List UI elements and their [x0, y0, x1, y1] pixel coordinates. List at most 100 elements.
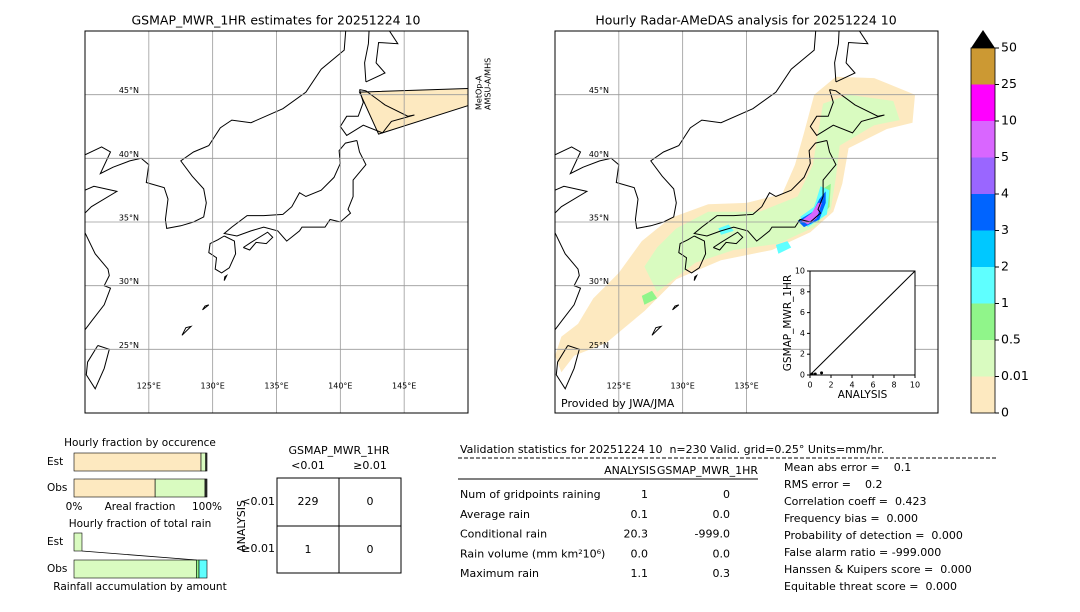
- colorbar-label: 1: [1001, 295, 1009, 310]
- score: Probability of detection = 0.000: [784, 529, 963, 542]
- lat-label: 25°N: [589, 341, 609, 350]
- bar-segment: [205, 452, 208, 472]
- coastline: [555, 185, 589, 331]
- stats-header: Validation statistics for 20251224 10 n=…: [460, 443, 884, 456]
- scatter-inset: 0 2 4 6 8 10 0 2 4 6 8 10 ANALYSIS GSMAP_MWR_1HR: [782, 267, 920, 402]
- rain-area: [641, 290, 658, 305]
- sensor-note: AMSU-A/MHS: [484, 58, 493, 110]
- x-tick-label: 100%: [192, 501, 222, 513]
- stat-value: 0.0: [631, 547, 649, 560]
- cell: 0: [367, 543, 374, 556]
- coastline: [85, 31, 347, 229]
- row-label: <0.01: [241, 495, 275, 508]
- coastline: [713, 231, 744, 251]
- colorbar: 0 0.01 0.5 1 2 3 4 5 10 25 50: [970, 30, 1029, 420]
- bar-segment: [73, 532, 83, 552]
- y-tick-label: 8: [800, 287, 805, 296]
- x-axis-label: ANALYSIS: [838, 389, 888, 401]
- colorbar-label: 2: [1001, 259, 1009, 274]
- y-tick-label: 10: [795, 267, 805, 276]
- scatter-point: [813, 372, 817, 376]
- map-title: GSMAP_MWR_1HR estimates for 20251224 10: [132, 13, 421, 28]
- y-axis-label: GSMAP_MWR_1HR: [782, 275, 794, 371]
- stat-value: 0.0: [713, 508, 731, 521]
- row-title: ANALYSIS: [235, 500, 248, 552]
- stat-label: Num of gridpoints raining: [460, 488, 601, 501]
- right-map: [555, 31, 938, 413]
- colorbar-label: 25: [1001, 76, 1017, 91]
- score: Equitable threat score = 0.000: [784, 580, 957, 593]
- stat-value: 1: [641, 488, 648, 501]
- row-label: Est: [47, 536, 63, 548]
- connector: [81, 550, 197, 561]
- coastline: [672, 304, 680, 311]
- coastline: [339, 89, 415, 137]
- lon-label: 130°E: [201, 382, 225, 391]
- col-label: ≥0.01: [353, 459, 387, 472]
- colorbar-label: 4: [1001, 186, 1009, 201]
- score: Correlation coeff = 0.423: [784, 495, 926, 508]
- colorbar-segment: [971, 194, 995, 231]
- lon-label: 140°E: [328, 382, 352, 391]
- colorbar-segment: [971, 48, 995, 85]
- credit: Provided by JWA/JMA: [561, 397, 675, 410]
- chart-title: Hourly fraction by occurence: [64, 437, 216, 449]
- x-tick-label: 6: [870, 381, 875, 390]
- x-tick-label: 2: [828, 381, 833, 390]
- colorbar-label: 0.5: [1001, 332, 1021, 347]
- stat-value: 0.3: [713, 567, 731, 580]
- stat-value: 1.1: [631, 567, 649, 580]
- col-header: GSMAP_MWR_1HR: [657, 464, 758, 477]
- lat-label: 30°N: [119, 277, 139, 286]
- stat-value: 0.0: [713, 547, 731, 560]
- stat-value: 20.3: [624, 528, 649, 541]
- lat-label: 40°N: [119, 150, 139, 159]
- map-frame: [84, 30, 469, 414]
- colorbar-segment: [971, 340, 995, 377]
- coastline: [85, 185, 119, 331]
- rain-area: [801, 202, 822, 225]
- chart-title: Hourly fraction of total rain: [69, 518, 212, 530]
- colorbar-segment: [971, 303, 995, 340]
- lat-label: 35°N: [589, 214, 609, 223]
- stat-label: Conditional rain: [460, 528, 547, 541]
- coastline: [555, 31, 817, 229]
- cell: 229: [298, 495, 319, 508]
- lat-label: 30°N: [589, 277, 609, 286]
- lon-label: 135°E: [734, 382, 758, 391]
- coastline: [809, 89, 885, 137]
- map-frame: [554, 30, 939, 414]
- colorbar-label: 50: [1001, 40, 1017, 55]
- coastline: [223, 274, 228, 281]
- coastline: [364, 31, 370, 82]
- diagonal: [809, 270, 916, 376]
- lon-label: 125°E: [137, 382, 161, 391]
- lat-label: 35°N: [119, 214, 139, 223]
- col-header: ANALYSIS: [604, 464, 656, 477]
- coastline: [834, 31, 840, 82]
- colorbar-segment: [971, 121, 995, 158]
- stat-label: Rain volume (mm km²10⁶): [460, 547, 605, 560]
- y-tick-label: 6: [800, 308, 805, 317]
- coastline: [202, 304, 210, 311]
- coastline: [85, 345, 110, 390]
- bar-segment: [200, 452, 206, 472]
- y-tick-label: 0: [800, 371, 805, 380]
- rain-area: [644, 94, 900, 292]
- colorbar-label: 0: [1001, 405, 1009, 420]
- colorbar-segment: [971, 230, 995, 267]
- colorbar-extend: [971, 30, 995, 48]
- colorbar-label: 10: [1001, 113, 1017, 128]
- colorbar-label: 5: [1001, 149, 1009, 164]
- scatter-point: [820, 371, 824, 375]
- x-tick-label: 8: [891, 381, 896, 390]
- score: False alarm ratio = -999.000: [784, 546, 941, 559]
- x-axis-label: Rainfall accumulation by amount: [53, 581, 226, 593]
- bar-segment: [73, 452, 202, 472]
- x-tick-label: 0%: [66, 501, 83, 513]
- contingency-table: GSMAP_MWR_1HR <0.01 ≥0.01 ANALYSIS <0.01…: [235, 444, 402, 574]
- bar-segment: [73, 559, 197, 579]
- coastline: [181, 325, 193, 336]
- stat-label: Maximum rain: [460, 567, 539, 580]
